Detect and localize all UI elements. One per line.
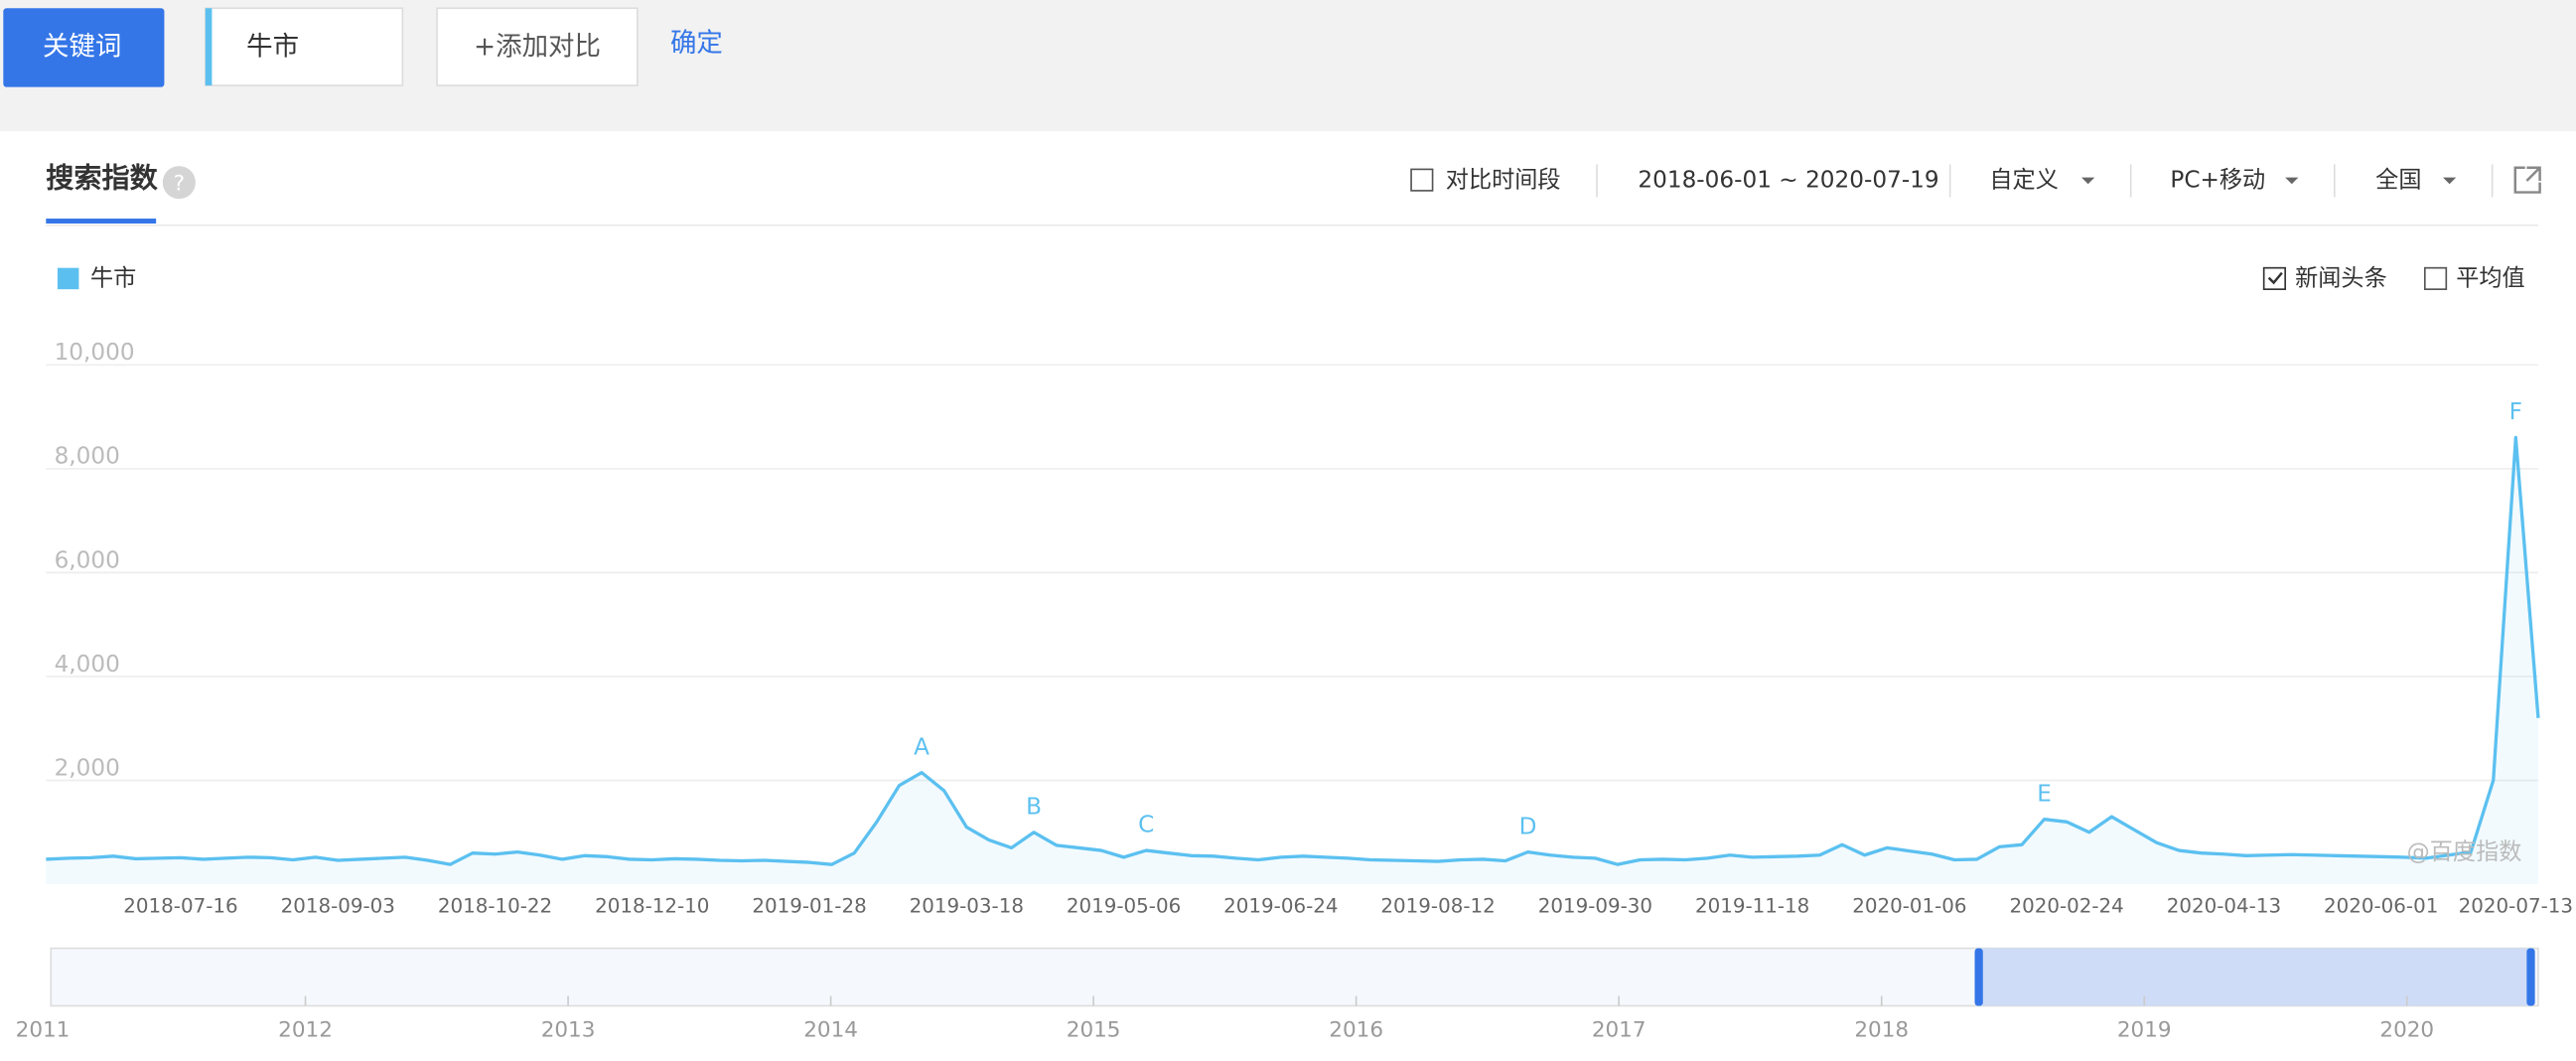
- y-tick-label: 8,000: [55, 444, 120, 470]
- annotation: C: [1138, 813, 1154, 838]
- watermark: @百度指数: [2407, 839, 2522, 865]
- x-tick-label: 2019-08-12: [1380, 895, 1495, 918]
- external-link-icon[interactable]: [2513, 166, 2541, 194]
- year-label: 2015: [1067, 1017, 1121, 1042]
- checkbox-checked[interactable]: [2262, 266, 2287, 290]
- year-label: 2019: [2117, 1017, 2172, 1042]
- year-label: 2018: [1854, 1017, 1909, 1042]
- check-mark: [2267, 271, 2283, 285]
- navigator-axis: 2011 2012 2013 2014 2015 2016 2017 2018 2019 2020: [16, 995, 2434, 1042]
- x-tick-label: 2020-04-13: [2167, 895, 2281, 918]
- navigator-handle[interactable]: [2526, 948, 2535, 1006]
- x-tick-label: 2018-07-16: [123, 895, 237, 918]
- annotation: F: [2509, 399, 2522, 425]
- keyword-text[interactable]: 牛市: [246, 31, 299, 62]
- compare-period[interactable]: 对比时间段: [1446, 167, 1561, 193]
- device[interactable]: PC+移动: [2170, 167, 2265, 193]
- keyword-button-label[interactable]: 关键词: [43, 31, 121, 62]
- period-mode[interactable]: 自定义: [1989, 167, 2058, 193]
- x-tick-label: 2020-07-13: [2459, 895, 2573, 918]
- annotation: B: [1026, 794, 1042, 820]
- annotation: A: [914, 734, 930, 760]
- x-tick-label: 2018-12-10: [595, 895, 709, 918]
- year-label: 2012: [278, 1017, 333, 1042]
- y-tick-label: 6,000: [55, 547, 120, 573]
- x-tick-label: 2019-11-18: [1695, 895, 1809, 918]
- separators: [1596, 164, 2494, 198]
- annotation: E: [2037, 781, 2052, 807]
- plot: 2,000 4,000 6,000 8,000 10,000 2018-07-16 2018…: [46, 340, 2573, 918]
- y-tick-label: 10,000: [55, 340, 135, 366]
- tab-title[interactable]: 搜索指数: [46, 161, 158, 194]
- region[interactable]: 全国: [2375, 167, 2421, 193]
- keyword-button[interactable]: [3, 8, 165, 87]
- checkbox[interactable]: [2423, 266, 2448, 290]
- help-icon[interactable]: [162, 166, 196, 200]
- x-tick-label: 2018-09-03: [281, 895, 395, 918]
- x-tick-label: 2019-05-06: [1067, 895, 1181, 918]
- year-label: 2020: [2379, 1017, 2434, 1042]
- x-tick-label: 2019-09-30: [1538, 895, 1652, 918]
- year-label: 2011: [16, 1017, 71, 1042]
- confirm-link[interactable]: 确定: [670, 28, 723, 59]
- x-tick-label: 2019-03-18: [910, 895, 1024, 918]
- year-label: 2013: [541, 1017, 596, 1042]
- x-tick-label: 2018-10-22: [438, 895, 552, 918]
- x-tick-label: 2019-06-24: [1223, 895, 1338, 918]
- x-tick-label: 2019-01-28: [752, 895, 866, 918]
- add-compare-button[interactable]: [436, 7, 639, 86]
- help-text[interactable]: ?: [174, 171, 185, 196]
- legend-swatch: [57, 267, 79, 290]
- panel: [0, 131, 2576, 1061]
- checkbox[interactable]: [1410, 168, 1434, 192]
- legend-label[interactable]: 牛市: [90, 266, 136, 292]
- navigator-handle[interactable]: [1974, 948, 1983, 1006]
- news-headlines[interactable]: 新闻头条: [2295, 266, 2387, 292]
- dropdown-arrow: [2442, 177, 2457, 185]
- line: [46, 435, 2540, 866]
- annotation: D: [1519, 814, 1537, 839]
- dropdown-arrow: [2285, 177, 2299, 185]
- tab-underline: [46, 219, 157, 224]
- year-label: 2016: [1329, 1017, 1383, 1042]
- average[interactable]: 平均值: [2456, 266, 2524, 292]
- year-label: 2017: [1592, 1017, 1646, 1042]
- navigator-selection[interactable]: [1977, 948, 2532, 1006]
- year-label: 2014: [803, 1017, 858, 1042]
- y-tick-label: 2,000: [55, 755, 120, 781]
- top-bar: [0, 0, 2576, 132]
- y-tick-label: 4,000: [55, 652, 120, 678]
- dropdown-arrow: [2081, 177, 2095, 185]
- x-tick-label: 2020-02-24: [2009, 895, 2123, 918]
- date-range[interactable]: 2018-06-01 ~ 2020-07-19: [1638, 167, 1938, 193]
- x-tick-label: 2020-06-01: [2324, 895, 2438, 918]
- keyword-box[interactable]: [204, 7, 404, 86]
- keyword-color: [205, 8, 213, 86]
- x-tick-label: 2020-01-06: [1852, 895, 1966, 918]
- add-compare-label[interactable]: +添加对比: [474, 31, 601, 62]
